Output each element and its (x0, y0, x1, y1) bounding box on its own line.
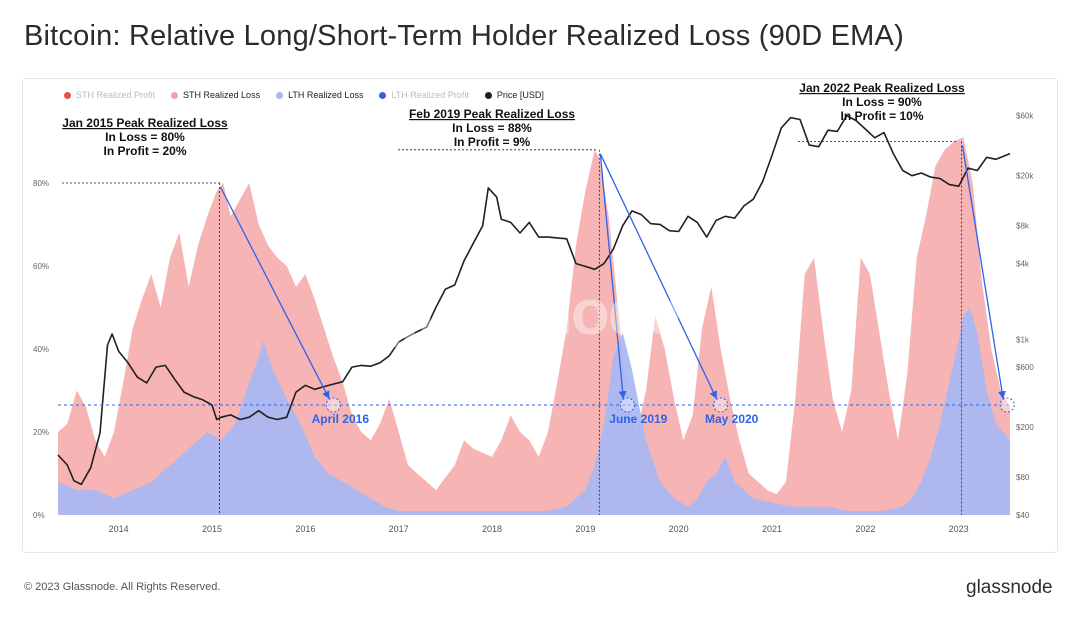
annotation-in-loss: In Loss = 88% (452, 121, 532, 135)
y-right-tick-label: $4k (1016, 260, 1030, 269)
price-line (57, 114, 1011, 486)
target-label: April 2016 (312, 412, 370, 426)
y-left-tick-label: 60% (33, 262, 49, 271)
y-right-tick-label: $600 (1016, 363, 1034, 372)
trend-arrow (599, 153, 627, 400)
chart-legend: STH Realized Profit STH Realized Loss LTH … (64, 90, 544, 100)
x-tick-label: 2022 (855, 524, 875, 534)
x-tick-label: 2014 (109, 524, 129, 534)
target-label: June 2019 (609, 412, 667, 426)
legend-label: LTH Realized Profit (391, 90, 469, 100)
y-right-tick-label: $8k (1016, 222, 1030, 231)
legend-label: STH Realized Loss (183, 90, 261, 100)
watermark-text: glassnode (380, 276, 681, 348)
legend-swatch-icon (171, 91, 179, 99)
legend-swatch-icon (484, 91, 492, 99)
x-tick-label: 2017 (389, 524, 409, 534)
target-marker (619, 397, 635, 413)
legend-label: LTH Realized Loss (288, 90, 364, 100)
legend-label: STH Realized Profit (76, 90, 156, 100)
legend-item[interactable]: STH Realized Profit (64, 90, 155, 100)
x-tick-label: 2018 (482, 524, 502, 534)
y-right-tick-label: $60k (1016, 112, 1034, 121)
y-right-tick-label: $80 (1016, 473, 1030, 482)
x-tick-label: 2015 (202, 524, 222, 534)
y-right-tick-label: $200 (1016, 423, 1034, 432)
legend-swatch-icon (276, 91, 284, 99)
annotation-in-loss: In Loss = 90% (842, 95, 922, 109)
annotation-in-profit: In Profit = 9% (454, 135, 531, 149)
target-marker (325, 397, 341, 413)
y-left-tick-label: 20% (33, 428, 49, 437)
legend-item[interactable]: LTH Realized Profit (379, 90, 469, 100)
x-tick-label: 2016 (295, 524, 315, 534)
y-right-tick-label: $40 (1016, 511, 1030, 520)
y-right-tick-label: $1k (1016, 335, 1030, 344)
target-label: May 2020 (705, 412, 759, 426)
legend-item[interactable]: STH Realized Loss (171, 90, 260, 100)
trend-arrow (599, 153, 718, 400)
trend-arrow (219, 186, 330, 400)
y-right-tick-label: $20k (1016, 172, 1034, 181)
x-tick-label: 2021 (762, 524, 782, 534)
legend-swatch-icon (64, 91, 71, 99)
copyright-footer: © 2023 Glassnode. All Rights Reserved. (24, 581, 221, 593)
legend-label: Price [USD] (496, 90, 544, 100)
chart-title: Bitcoin: Relative Long/Short-Term Holder… (24, 20, 904, 52)
legend-item[interactable]: LTH Realized Loss (276, 90, 363, 100)
x-tick-label: 2020 (669, 524, 689, 534)
chart-frame (22, 78, 1058, 553)
y-left-tick-label: 0% (33, 511, 45, 520)
annotation-in-loss: In Loss = 80% (105, 130, 185, 144)
annotation-title: Jan 2015 Peak Realized Loss (62, 116, 228, 130)
target-marker (999, 397, 1015, 413)
legend-swatch-icon (379, 91, 387, 99)
annotation-in-profit: In Profit = 20% (103, 144, 186, 158)
x-tick-label: 2019 (575, 524, 595, 534)
annotation-in-profit: In Profit = 10% (840, 109, 923, 123)
lth-realized-loss-area (58, 307, 1010, 515)
brand-logo: glassnode (966, 577, 1053, 598)
target-marker (713, 397, 729, 413)
y-left-tick-label: 40% (33, 345, 49, 354)
annotation-title: Feb 2019 Peak Realized Loss (409, 107, 575, 121)
legend-item[interactable]: Price [USD] (484, 90, 544, 100)
annotation-title: Jan 2022 Peak Realized Loss (799, 81, 965, 95)
y-left-tick-label: 80% (33, 179, 49, 188)
trend-arrow (961, 145, 1006, 400)
x-tick-label: 2023 (949, 524, 969, 534)
